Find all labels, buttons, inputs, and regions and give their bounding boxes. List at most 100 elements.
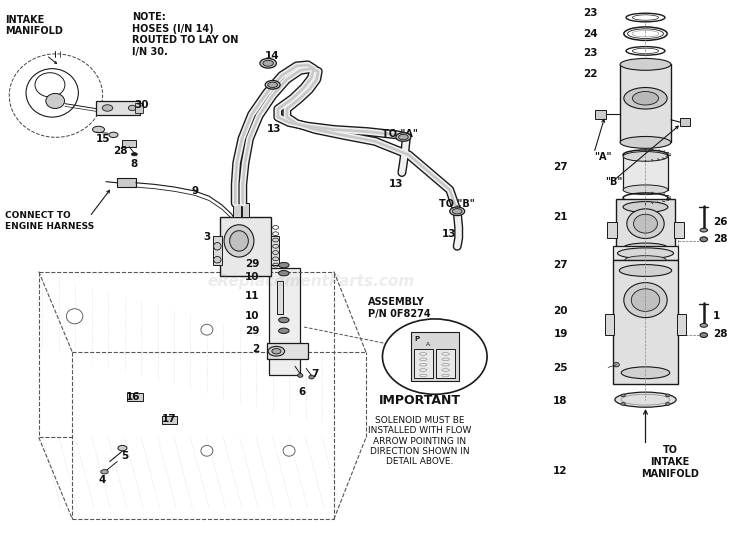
Text: 13: 13 (442, 229, 457, 240)
Text: 6: 6 (298, 387, 306, 397)
Bar (596, 110, 606, 118)
Ellipse shape (627, 209, 664, 239)
Bar (607, 222, 617, 238)
Text: 15: 15 (96, 134, 111, 144)
Text: TO "A": TO "A" (382, 129, 418, 138)
Text: IMPORTANT: IMPORTANT (379, 394, 460, 407)
Text: 2: 2 (252, 344, 260, 353)
Ellipse shape (109, 132, 118, 137)
Ellipse shape (201, 324, 213, 335)
Ellipse shape (623, 185, 668, 195)
Ellipse shape (278, 318, 289, 323)
Bar (267, 343, 308, 359)
Text: 25: 25 (554, 364, 568, 373)
Text: 13: 13 (267, 124, 281, 135)
Ellipse shape (621, 394, 626, 397)
Ellipse shape (272, 348, 280, 354)
Ellipse shape (614, 362, 620, 367)
Text: 21: 21 (554, 212, 568, 222)
Bar (272, 235, 278, 265)
Text: 13: 13 (388, 180, 403, 189)
Bar (436, 348, 455, 378)
Text: 5: 5 (121, 451, 128, 461)
Text: 23: 23 (584, 8, 598, 18)
Ellipse shape (620, 136, 671, 148)
Ellipse shape (621, 403, 626, 405)
Text: 10: 10 (244, 311, 260, 321)
Ellipse shape (700, 333, 707, 338)
Ellipse shape (102, 105, 112, 111)
Ellipse shape (278, 328, 289, 333)
Text: 22: 22 (584, 69, 598, 79)
Ellipse shape (260, 58, 276, 68)
Bar (620, 64, 671, 142)
Ellipse shape (625, 256, 666, 264)
Bar (613, 260, 678, 384)
Text: 11: 11 (244, 292, 260, 301)
Ellipse shape (263, 61, 274, 66)
Text: 8: 8 (130, 159, 137, 169)
Ellipse shape (624, 88, 668, 109)
Ellipse shape (278, 270, 289, 276)
Text: 20: 20 (554, 306, 568, 316)
Text: 3: 3 (203, 232, 211, 242)
Ellipse shape (268, 346, 284, 356)
Ellipse shape (624, 282, 668, 318)
Ellipse shape (623, 243, 668, 253)
Text: 19: 19 (554, 329, 568, 339)
Ellipse shape (620, 58, 671, 70)
Bar (135, 103, 142, 113)
Text: 4: 4 (98, 476, 106, 485)
Bar (677, 314, 686, 335)
Ellipse shape (131, 153, 137, 156)
Text: 10: 10 (244, 273, 260, 282)
Text: 29: 29 (244, 326, 260, 336)
Text: 27: 27 (554, 162, 568, 172)
Bar (213, 235, 222, 265)
Bar (233, 203, 241, 217)
Ellipse shape (632, 91, 658, 105)
Ellipse shape (634, 214, 658, 233)
Text: 18: 18 (554, 396, 568, 406)
Ellipse shape (92, 126, 104, 133)
Ellipse shape (230, 230, 248, 251)
Text: 30: 30 (134, 100, 149, 110)
Bar (122, 140, 136, 147)
Ellipse shape (396, 133, 411, 141)
Bar (411, 332, 459, 381)
Text: CONNECT TO
ENGINE HARNESS: CONNECT TO ENGINE HARNESS (5, 212, 94, 230)
Text: 23: 23 (584, 48, 598, 57)
Bar (127, 393, 143, 401)
Text: 26: 26 (712, 217, 728, 227)
Text: A: A (426, 342, 430, 347)
Text: 16: 16 (126, 392, 141, 402)
Text: 17: 17 (162, 413, 177, 424)
Ellipse shape (67, 309, 82, 324)
Ellipse shape (46, 94, 64, 109)
Ellipse shape (100, 470, 108, 474)
Circle shape (382, 319, 487, 394)
Bar (680, 117, 690, 126)
Text: "A": "A" (594, 153, 611, 162)
Text: 14: 14 (265, 51, 279, 61)
Text: 27: 27 (554, 260, 568, 270)
Ellipse shape (623, 202, 668, 213)
Ellipse shape (617, 248, 674, 259)
Bar (242, 203, 250, 217)
Text: "B": "B" (605, 177, 622, 187)
Ellipse shape (309, 375, 314, 379)
Ellipse shape (266, 81, 280, 89)
Ellipse shape (128, 105, 136, 111)
Bar (605, 314, 614, 335)
Bar (616, 200, 676, 248)
Text: P: P (415, 336, 420, 342)
Ellipse shape (268, 82, 278, 88)
Text: 29: 29 (244, 259, 260, 269)
Ellipse shape (450, 207, 465, 216)
Ellipse shape (666, 394, 670, 397)
Ellipse shape (666, 403, 670, 405)
Ellipse shape (214, 256, 221, 263)
Ellipse shape (632, 289, 660, 312)
Bar (220, 217, 272, 276)
Bar (277, 281, 283, 314)
